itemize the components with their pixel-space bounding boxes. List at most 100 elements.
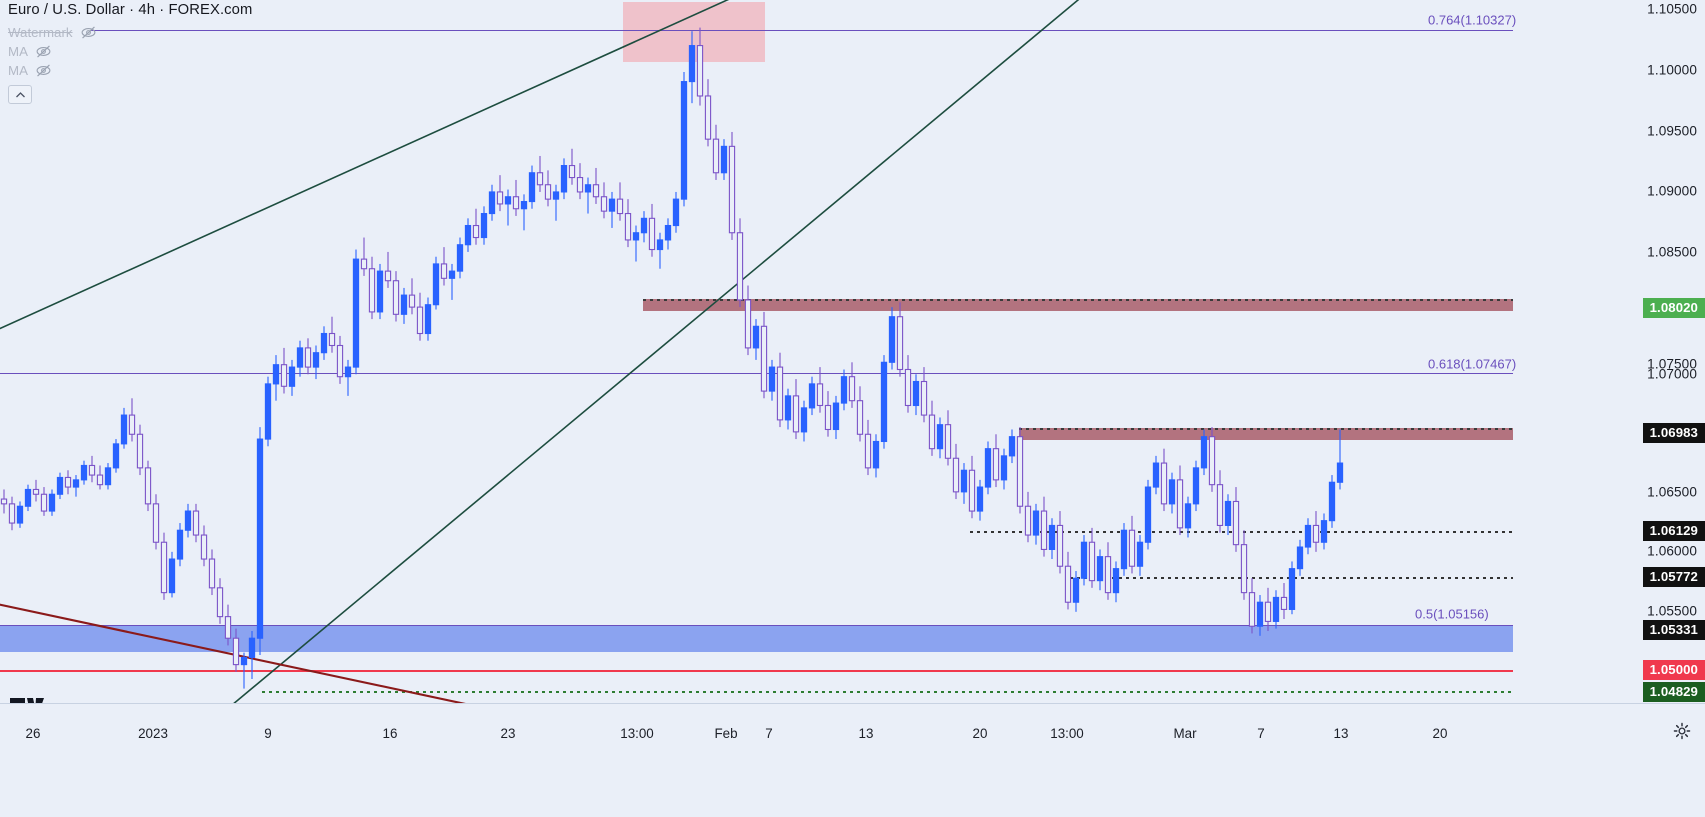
time-tick-12: 7 [1257,726,1265,741]
candle-body [1024,505,1032,536]
candle-body [432,263,440,306]
candle-body [448,270,456,279]
candle-body [952,457,960,493]
resistance-band-106983[interactable] [1019,428,1513,440]
price-badge-105000[interactable]: 1.05000 [1642,660,1705,680]
candle-body [1320,520,1328,543]
fib-line-0618[interactable] [0,373,1513,374]
candle-body [1168,479,1176,505]
candle-body [1304,524,1312,548]
candle-body [720,145,728,174]
candle-body [896,316,904,371]
candle-body [1000,455,1008,481]
candle-body [176,529,184,560]
fib-line-05[interactable] [0,625,1513,626]
price-axis[interactable]: 1.10500 1.10000 1.09500 1.09000 1.08500 1.080… [1513,0,1705,703]
price-badge-108020[interactable]: 1.08020 [1642,298,1705,318]
candle-body [752,325,760,349]
candle-body [104,467,112,486]
price-tick-107500: 1.07500 [1647,356,1697,372]
candle-body [360,258,368,270]
candle-body [1072,577,1080,603]
candle-body [776,366,784,421]
legend-item-watermark[interactable]: Watermark [8,23,252,42]
candle-body [1136,541,1144,567]
fib-label-05: 0.5(1.05156) [1415,606,1489,622]
candle-body [64,476,72,488]
candle-body [1192,467,1200,505]
candle-body [320,332,328,354]
gear-icon[interactable] [1673,722,1691,740]
candle-body [928,414,936,450]
legend-item-ma-1[interactable]: MA [8,42,252,61]
price-badge-105772[interactable]: 1.05772 [1642,567,1705,587]
chart-plot-area[interactable] [0,0,1513,703]
legend-item-ma-2[interactable]: MA [8,61,252,80]
candle-body [1256,601,1264,627]
candle-body [264,383,272,440]
candle-body [224,616,232,639]
fib-label-0618: 0.618(1.07467) [1428,356,1517,372]
chart-legend: Euro / U.S. Dollar · 4h · FOREX.com Wate… [8,2,252,104]
trendline-green-lower[interactable] [208,0,1090,703]
candle-body [352,258,360,368]
candle-body [1080,541,1088,579]
price-badge-104829[interactable]: 1.04829 [1642,682,1705,702]
candle-body [768,366,776,392]
candle-body [400,294,408,315]
eye-off-icon[interactable] [35,43,52,60]
price-tick-110000: 1.10000 [1647,62,1697,78]
trendline-red-falling[interactable] [0,603,578,703]
candle-body [72,479,80,488]
price-tick-108500: 1.08500 [1647,244,1697,260]
time-tick-1: 2023 [138,726,168,741]
candle-body [600,196,608,212]
resistance-band-108020[interactable] [643,299,1513,311]
resistance-band-108020-dots [643,299,1513,301]
time-tick-4: 23 [500,726,516,741]
candle-body [1016,436,1024,507]
eye-off-icon[interactable] [35,62,52,79]
candle-body [1088,541,1096,582]
candle-body [1248,592,1256,627]
candle-body [376,270,384,313]
price-tick-109500: 1.09500 [1647,123,1697,139]
candle-body [216,587,224,618]
candle-body [248,637,256,658]
time-tick-2: 9 [264,726,272,741]
candle-body [336,344,344,378]
candle-body [24,488,32,507]
level-line-106129[interactable] [970,531,1513,533]
candle-body [688,45,696,83]
candle-body [704,95,712,140]
eye-off-icon[interactable] [80,24,97,41]
candle-body [552,191,560,200]
candle-body [1328,481,1336,522]
chart-title[interactable]: Euro / U.S. Dollar · 4h · FOREX.com [8,2,253,18]
candle-body [184,510,192,531]
fib-line-0764[interactable] [90,30,1513,31]
candle-body [208,558,216,589]
candle-body [32,488,40,495]
candle-body [160,541,168,594]
price-badge-106129[interactable]: 1.06129 [1642,521,1705,541]
candle-body [256,438,264,639]
trendline-green-upper[interactable] [0,0,860,333]
candle-body [736,232,744,301]
time-axis[interactable]: 26 2023 9 16 23 13:00 Feb 7 13 20 13:00 Mar 7 13 20 [0,703,1705,817]
legend-collapse-button[interactable] [8,85,32,104]
price-badge-105331[interactable]: 1.05331 [1642,620,1705,640]
candle-body [1096,556,1104,582]
candle-body [1288,568,1296,610]
level-line-105000[interactable] [0,670,1513,672]
time-tick-11: Mar [1173,726,1197,741]
candle-body [544,184,552,200]
level-line-104829[interactable] [262,691,1513,693]
tradingview-logo-icon[interactable] [10,694,46,703]
candle-body [296,347,304,368]
candlestick-series[interactable] [0,27,1344,689]
price-badge-106983[interactable]: 1.06983 [1642,423,1705,443]
candle-body [872,440,880,469]
candle-body [80,464,88,481]
candle-body [136,433,144,469]
